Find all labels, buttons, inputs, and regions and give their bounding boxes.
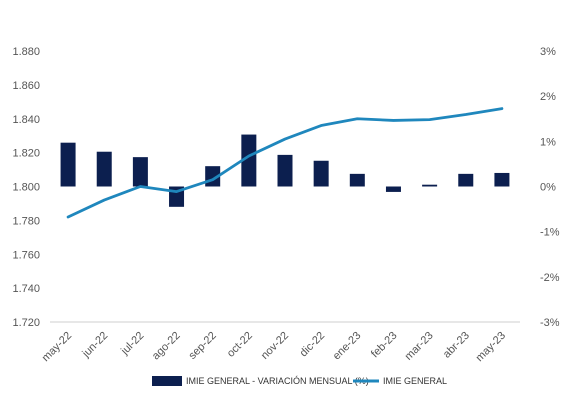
y-left-tick-label: 1.780	[12, 215, 40, 227]
y-right-tick-label: 1%	[540, 136, 556, 148]
y-left-tick-label: 1.820	[12, 148, 40, 160]
x-tick-label: nov-22	[259, 330, 291, 362]
y-left-tick-label: 1.720	[12, 317, 40, 329]
y-left-tick-label: 1.860	[12, 80, 40, 92]
y-right-tick-label: -2%	[540, 272, 560, 284]
x-tick-label: oct-22	[225, 330, 255, 360]
bar	[422, 185, 437, 187]
x-tick-label: sep-22	[187, 330, 219, 362]
y-left-tick-label: 1.840	[12, 114, 40, 126]
bar	[278, 155, 293, 187]
y-right-tick-label: 0%	[540, 182, 556, 194]
bar	[97, 152, 112, 187]
y-left-tick-label: 1.740	[12, 283, 40, 295]
x-tick-label: feb-23	[369, 330, 400, 361]
legend-bar-label: IMIE GENERAL - VARIACIÓN MENSUAL (%)	[186, 376, 369, 386]
x-tick-label: dic-22	[298, 330, 328, 360]
y-left-tick-label: 1.800	[12, 182, 40, 194]
y-left-tick-label: 1.880	[12, 46, 40, 58]
legend-bar-swatch	[152, 376, 182, 386]
x-tick-label: ago-22	[150, 330, 183, 363]
x-tick-label: abr-23	[441, 330, 472, 361]
y-right-tick-label: 3%	[540, 46, 556, 58]
x-tick-label: ene-23	[331, 330, 364, 363]
bar	[314, 161, 329, 187]
x-tick-label: mar-23	[403, 330, 436, 363]
x-tick-label: jun-22	[80, 330, 111, 361]
y-left-tick-label: 1.760	[12, 249, 40, 261]
y-right-tick-label: -1%	[540, 227, 560, 239]
bar	[61, 143, 76, 187]
y-right-tick-label: 2%	[540, 91, 556, 103]
legend-line-label: IMIE GENERAL	[383, 376, 447, 386]
bar	[386, 187, 401, 192]
bar	[133, 157, 148, 186]
bar	[458, 174, 473, 187]
x-tick-label: may-22	[40, 330, 74, 364]
bar	[494, 173, 509, 187]
y-right-tick-label: -3%	[540, 317, 560, 329]
bar	[350, 174, 365, 187]
x-tick-label: jul-22	[118, 330, 146, 358]
x-tick-label: may-23	[474, 330, 508, 364]
